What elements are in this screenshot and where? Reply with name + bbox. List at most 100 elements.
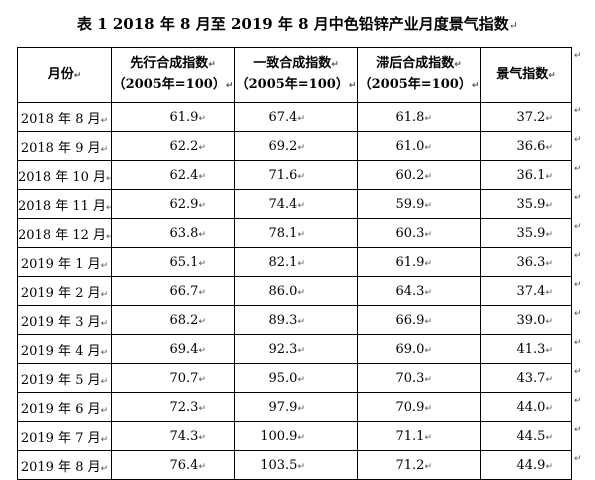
cell-coincident-index-value: 103.5 [260,457,298,473]
cell-mark-icon: ↵ [198,142,206,153]
cell-mark-icon: ↵ [297,432,305,443]
cell-coincident-index: 89.3↵ [234,305,358,335]
cell-month-value: 2018 年 9 月 [20,140,101,156]
cell-month-value: 2018 年 10 月 [18,169,107,185]
header-coincident-base: （2005年=100） [235,77,349,92]
cell-month: 2018 年 11 月↵ [17,189,112,219]
row-end-mark-icon: ↵ [574,454,582,464]
cell-mark-icon: ↵ [545,258,553,269]
cell-prosperity-index-value: 37.2 [516,109,546,125]
cell-mark-icon: ↵ [198,316,206,327]
cell-mark-icon: ↵ [297,461,305,472]
cell-mark-icon: ↵ [545,200,553,211]
cell-mark-icon: ↵ [545,142,553,153]
cell-leading-index-value: 62.2 [169,138,199,154]
cell-coincident-index: 86.0↵ [234,276,358,306]
cell-coincident-index-value: 92.3 [268,341,298,357]
cell-prosperity-index-value: 36.6 [516,138,546,154]
cell-mark-icon: ↵ [297,113,305,124]
cell-mark-icon: ↵ [100,260,109,271]
cell-lagging-index: 60.2↵ [357,160,481,190]
table-title: 表 1 2018 年 8 月至 2019 年 8 月中色铅锌产业月度景气指数↵ [0,13,595,34]
table-row: 2018 年 9 月↵ 62.2↵ 69.2↵ 61.0↵ 36.6↵ [17,131,572,161]
cell-month-value: 2019 年 8 月 [20,459,101,475]
cell-leading-index-value: 62.9 [169,196,199,212]
cell-lagging-index: 59.9↵ [357,189,481,219]
cell-month-value: 2019 年 1 月 [20,256,101,272]
cell-month: 2019 年 4 月↵ [17,334,112,364]
cell-mark-icon: ↵ [100,318,109,329]
cell-lagging-index: 70.9↵ [357,392,481,422]
cell-coincident-index-value: 82.1 [268,254,298,270]
cell-prosperity-index: 36.6↵ [480,131,572,161]
cell-coincident-index-value: 95.0 [268,370,298,386]
cell-coincident-index-value: 74.4 [268,196,298,212]
cell-prosperity-index: 37.2↵ [480,102,572,132]
cell-lagging-index: 61.0↵ [357,131,481,161]
cell-prosperity-index: 44.5↵ [480,421,572,451]
cell-coincident-index: 82.1↵ [234,247,358,277]
cell-month-value: 2019 年 2 月 [20,285,101,301]
cell-month-value: 2018 年 12 月 [18,227,107,243]
cell-lagging-index-value: 59.9 [395,196,425,212]
header-leading-index: 先行合成指数↵ （2005年=100）↵ [111,47,235,103]
cell-mark-icon: ↵ [454,60,462,70]
cell-mark-icon: ↵ [106,174,110,184]
table-row: 2018 年 12 月↵63.8↵78.1↵60.3↵35.9↵ [17,218,572,248]
cell-mark-icon: ↵ [198,113,206,124]
cell-coincident-index: 74.4↵ [234,189,358,219]
cell-mark-icon: ↵ [297,171,305,182]
cell-month: 2018 年 12 月↵ [17,218,112,248]
cell-mark-icon: ↵ [225,81,234,91]
row-end-mark-icon: ↵ [574,222,582,232]
cell-mark-icon: ↵ [100,347,109,358]
cell-lagging-index-value: 60.2 [395,167,425,183]
cell-lagging-index-value: 71.2 [395,457,425,473]
cell-mark-icon: ↵ [106,203,110,213]
cell-mark-icon: ↵ [424,142,432,153]
table-title-text: 表 1 2018 年 8 月至 2019 年 8 月中色铅锌产业月度景气指数 [76,15,509,33]
cell-leading-index-value: 66.7 [169,283,199,299]
cell-mark-icon: ↵ [545,287,553,298]
cell-mark-icon: ↵ [297,374,305,385]
cell-lagging-index-value: 60.3 [395,225,425,241]
cell-mark-icon: ↵ [198,345,206,356]
cell-leading-index: 72.3↵ [111,392,235,422]
cell-lagging-index-value: 61.9 [395,254,425,270]
cell-prosperity-index: 36.3↵ [480,247,572,277]
cell-mark-icon: ↵ [297,403,305,414]
paragraph-mark-icon: ↵ [508,19,519,32]
cell-prosperity-index-value: 44.0 [516,399,546,415]
cell-mark-icon: ↵ [297,258,305,269]
cell-month-value: 2018 年 8 月 [20,111,101,127]
cell-mark-icon: ↵ [297,316,305,327]
cell-lagging-index-value: 61.0 [395,138,425,154]
table-row: 2019 年 7 月↵ 74.3↵ 100.9↵ 71.1↵ 44.5↵ [17,421,572,451]
cell-mark-icon: ↵ [424,461,432,472]
table-row: 2019 年 1 月↵ 65.1↵ 82.1↵ 61.9↵ 36.3↵ [17,247,572,277]
cell-mark-icon: ↵ [297,229,305,240]
cell-lagging-index-value: 70.9 [395,399,425,415]
cell-prosperity-index-value: 36.3 [516,254,546,270]
cell-coincident-index: 69.2↵ [234,131,358,161]
cell-month: 2019 年 5 月↵ [17,363,112,393]
cell-mark-icon: ↵ [198,461,206,472]
cell-coincident-index: 92.3↵ [234,334,358,364]
table-row: 2019 年 5 月↵ 70.7↵ 95.0↵ 70.3↵ 43.7↵ [17,363,572,393]
row-end-mark-icon: ↵ [574,164,582,174]
cell-month: 2019 年 8 月↵ [17,450,112,480]
cell-leading-index-value: 63.8 [169,225,199,241]
cell-coincident-index: 103.5↵ [234,450,358,480]
cell-month: 2018 年 9 月↵ [17,131,112,161]
cell-mark-icon: ↵ [545,113,553,124]
cell-lagging-index: 70.3↵ [357,363,481,393]
cell-mark-icon: ↵ [424,229,432,240]
cell-mark-icon: ↵ [198,171,206,182]
cell-mark-icon: ↵ [297,142,305,153]
cell-coincident-index-value: 89.3 [268,312,298,328]
cell-month: 2019 年 1 月↵ [17,247,112,277]
cell-mark-icon: ↵ [297,200,305,211]
header-leading-base: （2005年=100） [112,77,226,92]
cell-mark-icon: ↵ [348,81,357,91]
cell-leading-index: 61.9↵ [111,102,235,132]
